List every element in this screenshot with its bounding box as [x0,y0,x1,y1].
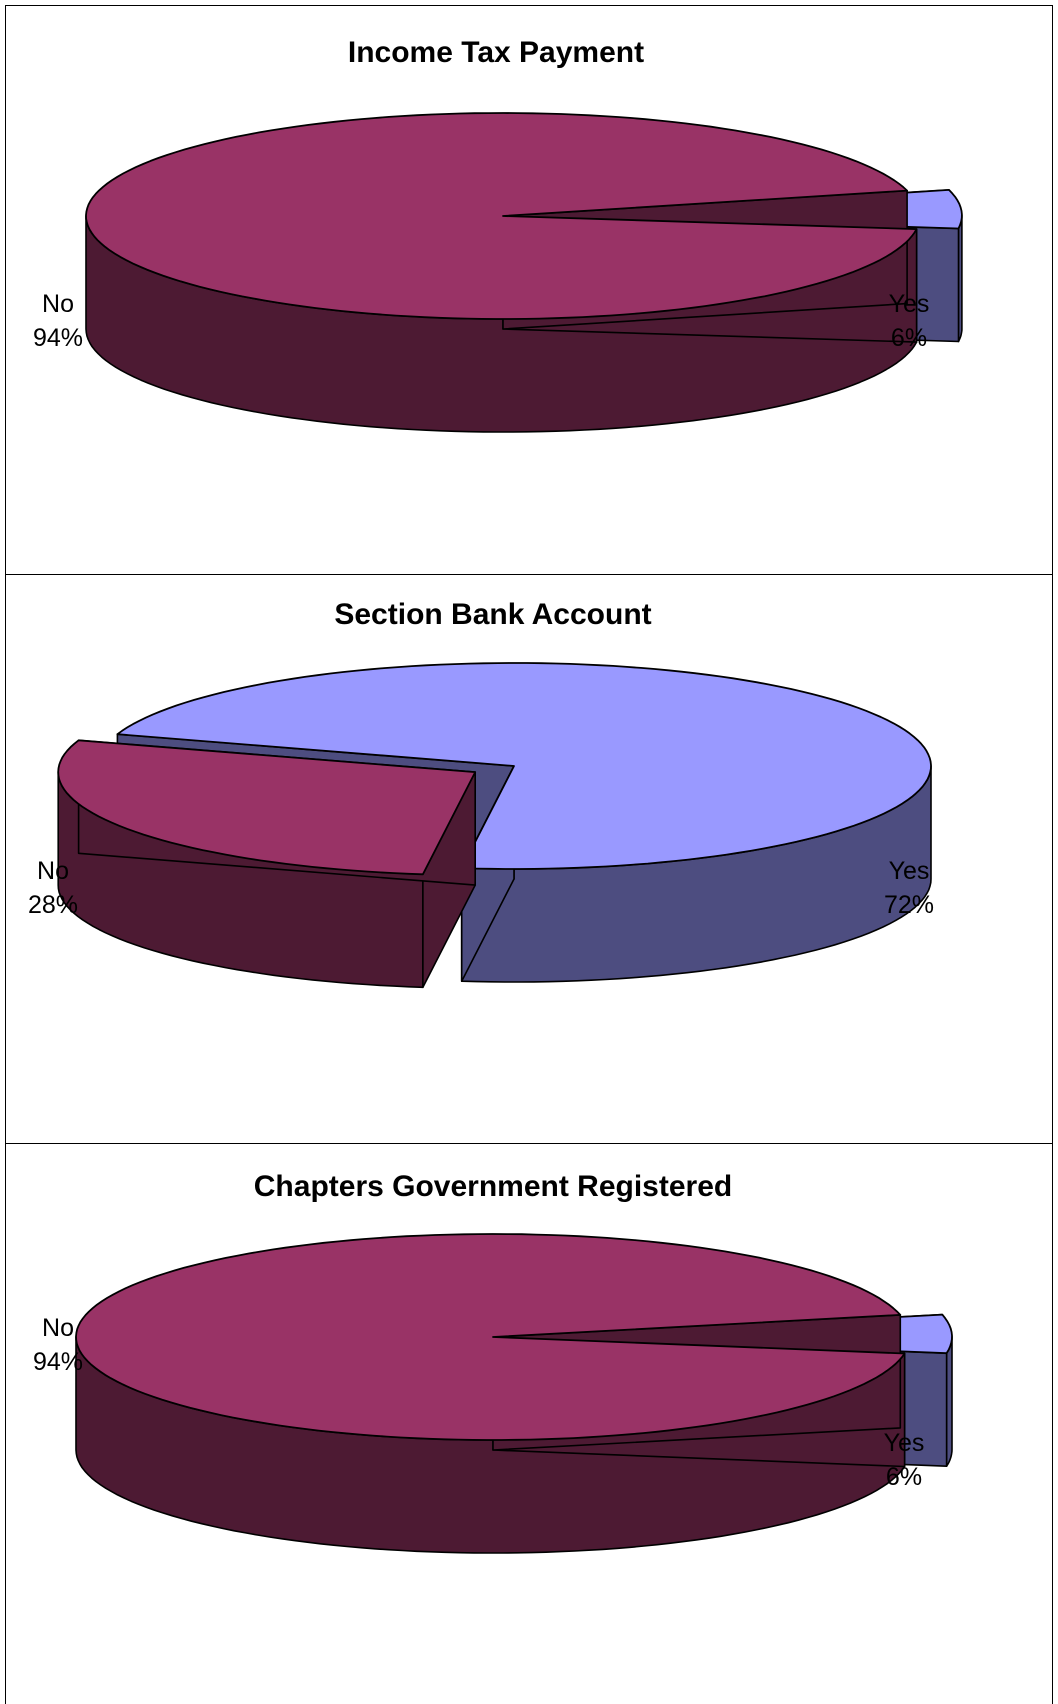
pie-chart-income-tax: Income Tax Payment No 94% Yes 6% [33,36,963,433]
slice-top-face [116,662,932,870]
pie-chart-section-bank: Section Bank Account No 28% Yes 72% [28,598,934,989]
slice-value-no: 28% [28,891,78,919]
slice-top-face [75,1233,906,1441]
slice-label-yes: Yes [884,1429,925,1457]
slice-no [85,112,918,433]
slice-label-no: No [42,1314,74,1342]
slice-no [57,739,477,989]
chart-panel-income-tax: Income Tax Payment No 94% Yes 6% [5,5,1053,575]
slice-no [75,1233,906,1554]
pie-section-bank [57,662,932,989]
slice-label-yes: Yes [889,857,930,885]
slice-label-no: No [42,290,74,318]
slice-top-face [57,739,477,876]
pie-chart-chapters-registered: Chapters Government Registered No 94% Ye… [33,1170,953,1554]
pie-chapters-registered [75,1233,953,1554]
chart-panel-chapters-registered: Chapters Government Registered No 94% Ye… [5,1143,1053,1704]
chart-panel-section-bank: Section Bank Account No 28% Yes 72% [5,574,1053,1144]
slice-value-yes: 6% [886,1463,922,1491]
chart-title: Chapters Government Registered [254,1170,732,1203]
slice-value-no: 94% [33,1348,83,1376]
slice-side-wall [945,1335,953,1467]
slice-label-yes: Yes [889,290,930,318]
slice-value-no: 94% [33,324,83,352]
slice-value-yes: 6% [891,324,927,352]
chart-title: Income Tax Payment [348,36,644,69]
pie-income-tax [85,112,963,433]
slice-top-face [85,112,918,320]
chart-title: Section Bank Account [334,598,651,631]
slice-label-no: No [37,857,69,885]
slice-value-yes: 72% [884,891,934,919]
